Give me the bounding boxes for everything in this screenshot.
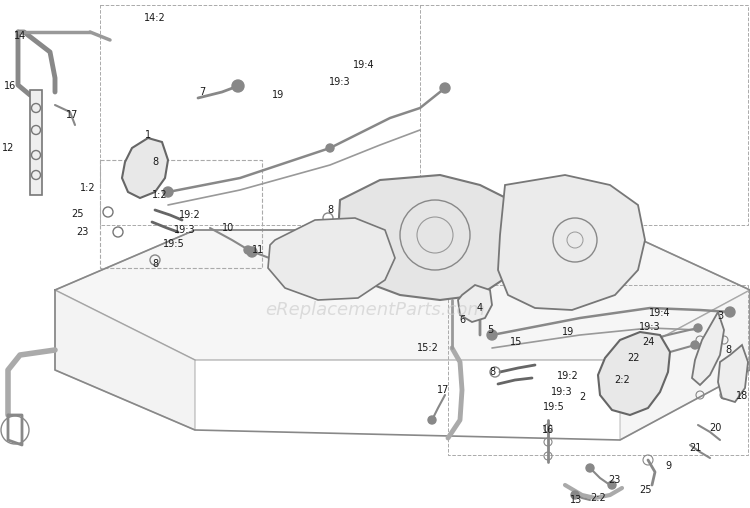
Text: 19:2: 19:2 bbox=[179, 210, 201, 220]
Text: 8: 8 bbox=[152, 157, 158, 167]
Text: 12: 12 bbox=[2, 143, 14, 153]
Text: 8: 8 bbox=[152, 259, 158, 269]
Circle shape bbox=[487, 330, 497, 340]
Text: 19:4: 19:4 bbox=[353, 60, 375, 70]
Circle shape bbox=[244, 246, 252, 254]
Text: 19:2: 19:2 bbox=[557, 371, 579, 381]
Text: 10: 10 bbox=[222, 223, 234, 233]
Circle shape bbox=[725, 307, 735, 317]
Polygon shape bbox=[55, 230, 750, 360]
Text: 2:2: 2:2 bbox=[590, 493, 606, 503]
Text: 6: 6 bbox=[459, 315, 465, 325]
Circle shape bbox=[694, 324, 702, 332]
Text: 23: 23 bbox=[608, 475, 620, 485]
Text: 15: 15 bbox=[510, 337, 522, 347]
Circle shape bbox=[247, 247, 257, 257]
Text: 9: 9 bbox=[665, 461, 671, 471]
Text: 19:3: 19:3 bbox=[174, 225, 196, 235]
Circle shape bbox=[428, 416, 436, 424]
Text: 25: 25 bbox=[640, 485, 652, 495]
Text: 17: 17 bbox=[436, 385, 449, 395]
Text: 1:2: 1:2 bbox=[152, 190, 168, 200]
Text: 8: 8 bbox=[327, 205, 333, 215]
Circle shape bbox=[608, 481, 616, 489]
Text: 13: 13 bbox=[570, 495, 582, 505]
Circle shape bbox=[440, 83, 450, 93]
Text: 19:3: 19:3 bbox=[639, 322, 661, 332]
Polygon shape bbox=[30, 90, 42, 195]
Polygon shape bbox=[55, 290, 195, 430]
Text: 2: 2 bbox=[579, 392, 585, 402]
Circle shape bbox=[326, 144, 334, 152]
Text: 16: 16 bbox=[542, 425, 554, 435]
Text: 17: 17 bbox=[66, 110, 78, 120]
Text: 8: 8 bbox=[489, 367, 495, 377]
Text: 19:3: 19:3 bbox=[551, 387, 573, 397]
Polygon shape bbox=[268, 218, 395, 300]
Polygon shape bbox=[692, 312, 724, 385]
Text: 19:4: 19:4 bbox=[650, 308, 670, 318]
Polygon shape bbox=[338, 175, 520, 300]
Polygon shape bbox=[458, 285, 492, 322]
Text: 18: 18 bbox=[736, 391, 748, 401]
Polygon shape bbox=[620, 290, 750, 440]
Polygon shape bbox=[598, 332, 670, 415]
Text: 3: 3 bbox=[717, 311, 723, 321]
Circle shape bbox=[150, 170, 160, 180]
Text: 19:3: 19:3 bbox=[329, 77, 351, 87]
Text: 8: 8 bbox=[725, 345, 731, 355]
Text: 4: 4 bbox=[477, 303, 483, 313]
Text: 1:2: 1:2 bbox=[80, 183, 96, 193]
Polygon shape bbox=[122, 138, 168, 198]
Text: 25: 25 bbox=[72, 209, 84, 219]
Text: 19:5: 19:5 bbox=[543, 402, 565, 412]
Text: 1: 1 bbox=[145, 130, 151, 140]
Polygon shape bbox=[498, 175, 645, 310]
Text: eReplacementParts.com: eReplacementParts.com bbox=[265, 301, 485, 319]
Circle shape bbox=[145, 165, 151, 171]
Circle shape bbox=[586, 464, 594, 472]
Text: 19: 19 bbox=[562, 327, 574, 337]
Text: 23: 23 bbox=[76, 227, 88, 237]
Circle shape bbox=[571, 491, 579, 499]
Circle shape bbox=[691, 341, 699, 349]
Text: 19:5: 19:5 bbox=[164, 239, 184, 249]
Text: 5: 5 bbox=[487, 325, 494, 335]
Text: 14:2: 14:2 bbox=[144, 13, 166, 23]
Text: 7: 7 bbox=[199, 87, 205, 97]
Text: 14: 14 bbox=[13, 31, 26, 41]
Text: 21: 21 bbox=[688, 443, 701, 453]
Circle shape bbox=[628, 371, 636, 379]
Circle shape bbox=[163, 187, 173, 197]
Text: 19: 19 bbox=[272, 90, 284, 100]
Text: 24: 24 bbox=[642, 337, 654, 347]
Circle shape bbox=[232, 80, 244, 92]
Text: 11: 11 bbox=[252, 245, 264, 255]
Text: 20: 20 bbox=[709, 423, 722, 433]
Text: 2:2: 2:2 bbox=[614, 375, 630, 385]
Polygon shape bbox=[718, 345, 748, 402]
Text: 15:2: 15:2 bbox=[417, 343, 439, 353]
Text: 22: 22 bbox=[628, 353, 640, 363]
Text: 16: 16 bbox=[4, 81, 16, 91]
